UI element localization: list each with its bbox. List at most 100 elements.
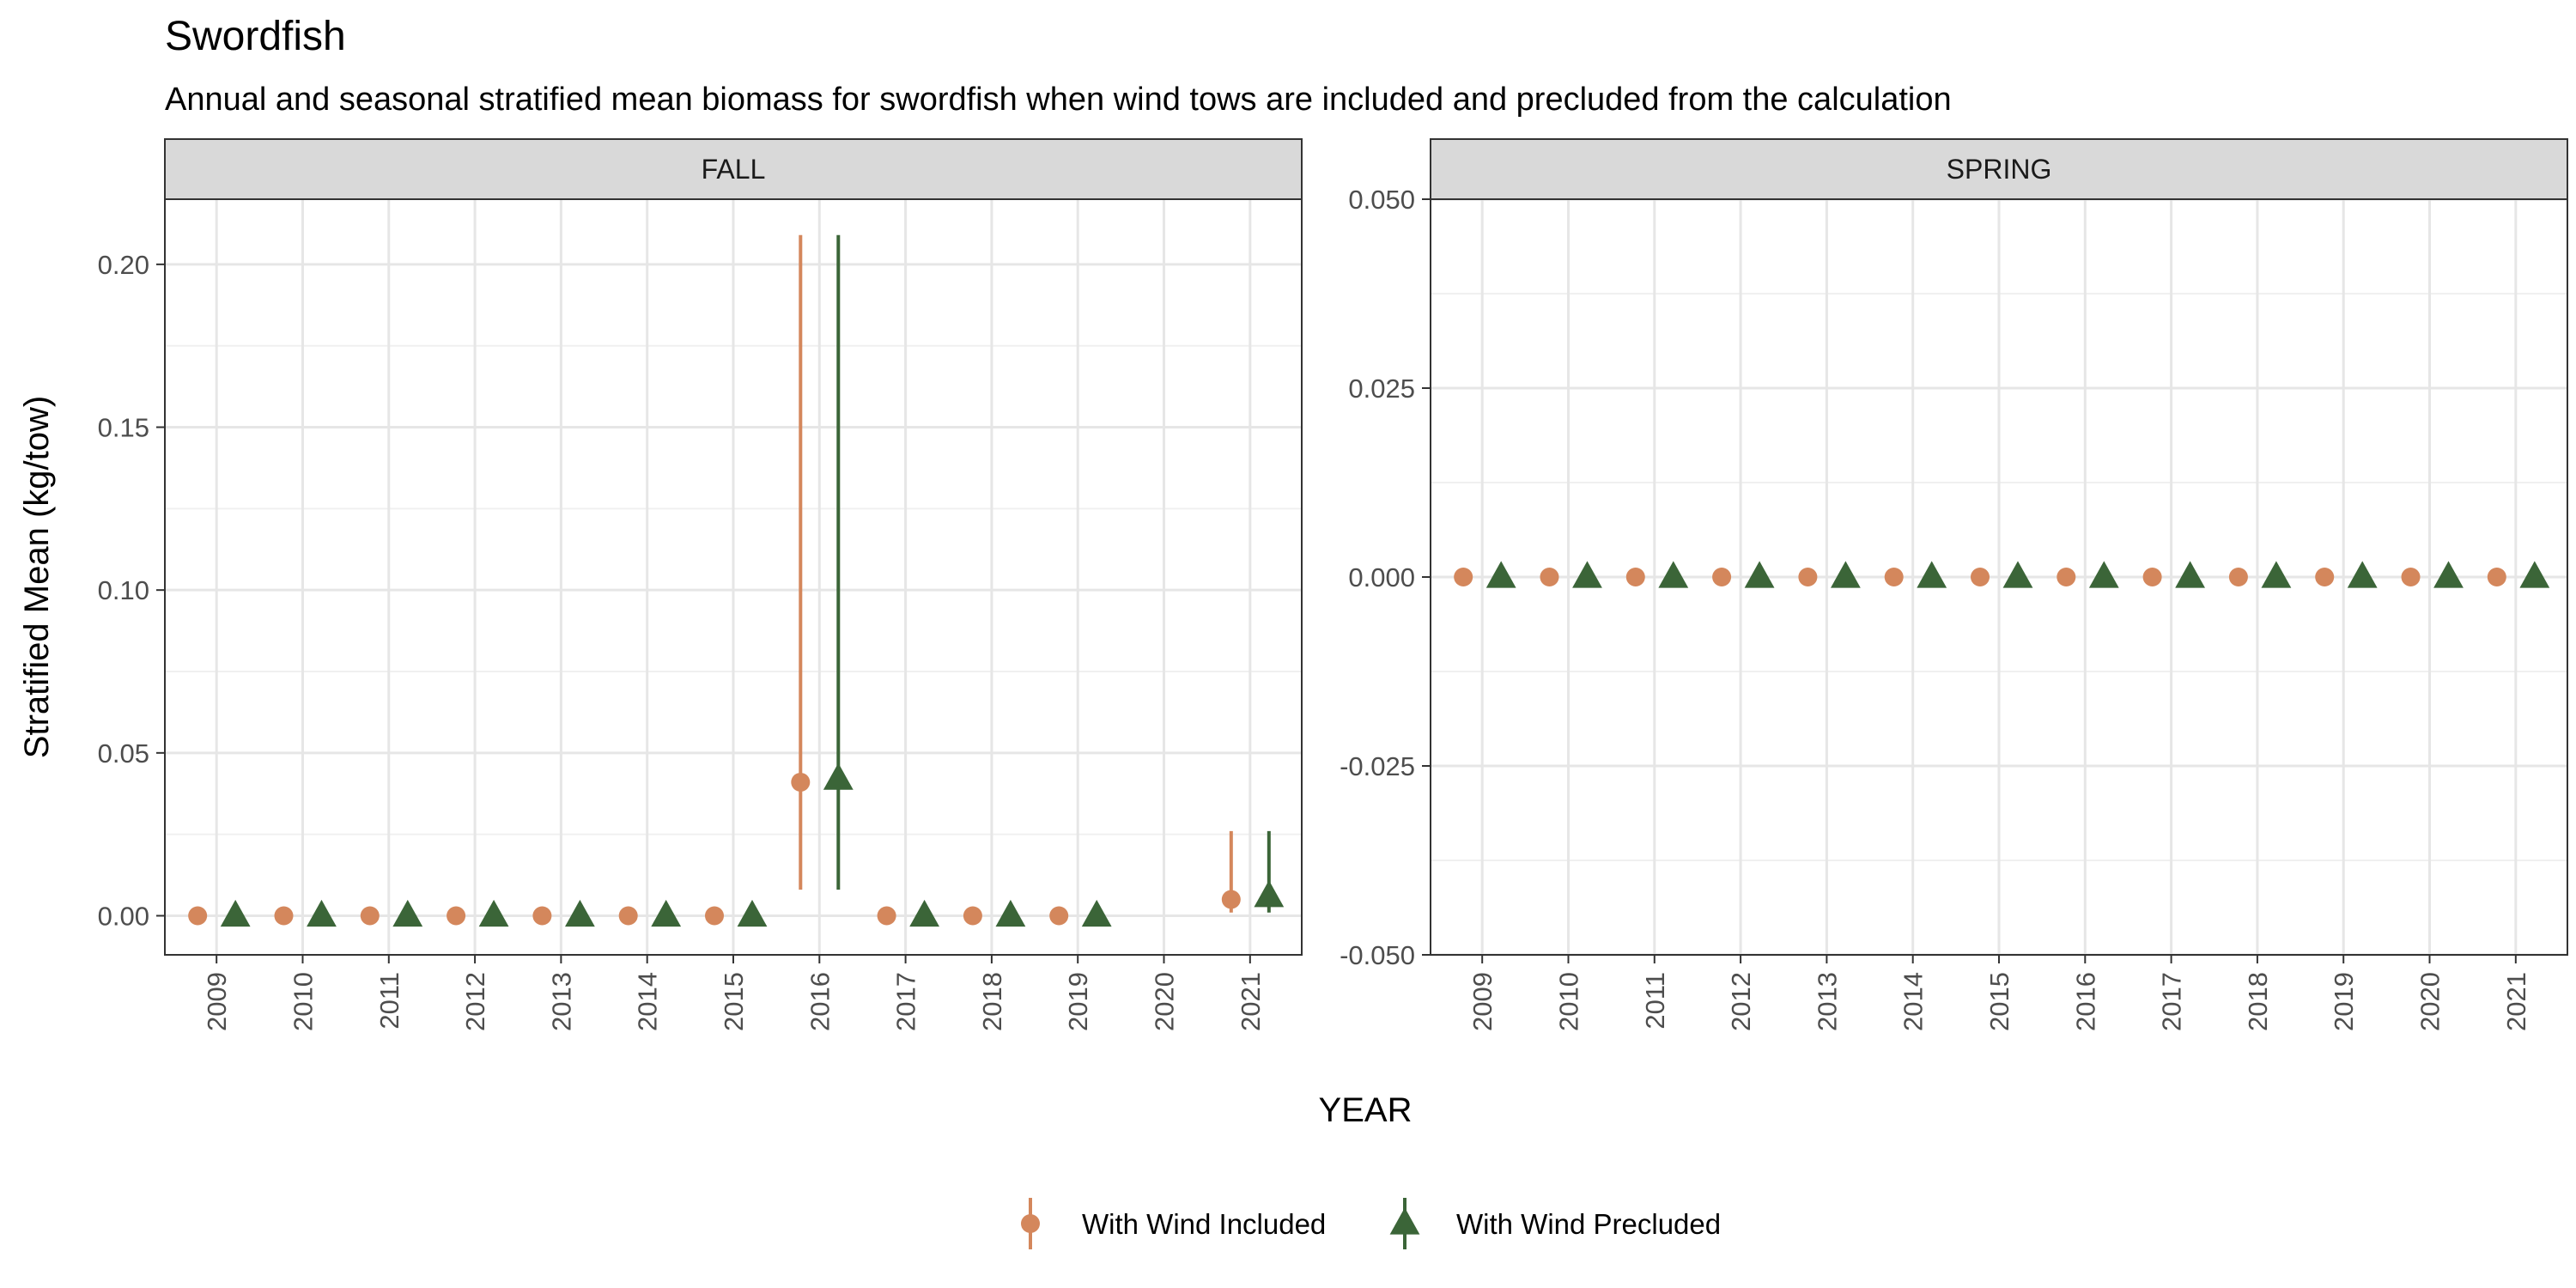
- data-point: [1081, 899, 1112, 927]
- data-point: [2142, 568, 2162, 586]
- x-tick-label: 2016: [2070, 972, 2100, 1031]
- y-tick-label: -0.050: [1340, 940, 1415, 970]
- data-point: [823, 762, 854, 790]
- data-point: [1485, 561, 1516, 588]
- data-point: [1830, 561, 1861, 588]
- data-point: [877, 906, 896, 926]
- x-tick-label: 2013: [1812, 972, 1842, 1031]
- series-with-wind-included: [1454, 568, 2506, 586]
- y-tick-label: -0.025: [1340, 751, 1415, 781]
- y-tick-label: 0.00: [98, 901, 149, 931]
- x-tick-label: 2011: [1640, 972, 1670, 1030]
- x-tick-label: 2011: [374, 972, 404, 1030]
- facet-panels: 0.00 0.05 0.10 0.15 0.20 2009 2010 2011 2012 2013…: [98, 138, 2568, 1031]
- legend-key-marker: [1021, 1214, 1040, 1233]
- facet-strip: [164, 138, 1303, 200]
- legend-item: With Wind Included: [1021, 1198, 1326, 1249]
- x-tick-label: 2012: [1726, 972, 1756, 1031]
- x-tick-label: 2009: [202, 972, 232, 1031]
- x-tick-label: 2019: [2329, 972, 2359, 1031]
- panel-fall: 0.00 0.05 0.10 0.15 0.20 2009 2010 2011 2012 2013…: [98, 138, 1303, 1031]
- x-tick-label: 2014: [633, 972, 663, 1031]
- data-point: [532, 906, 552, 926]
- data-point: [1744, 561, 1775, 588]
- legend-item: With Wind Precluded: [1389, 1198, 1721, 1249]
- data-point: [2347, 561, 2378, 588]
- x-tick-label: 2018: [977, 972, 1007, 1031]
- data-point: [2002, 561, 2033, 588]
- x-axis-label: YEAR: [1319, 1091, 1413, 1129]
- data-point: [447, 906, 466, 926]
- data-point: [963, 906, 982, 926]
- legend-label: With Wind Included: [1082, 1208, 1326, 1240]
- series-with-wind-included: [188, 234, 1241, 926]
- x-tick-label: 2012: [460, 972, 490, 1031]
- x-tick-label: 2015: [1984, 972, 2014, 1031]
- x-tick-label: 2009: [1467, 972, 1498, 1031]
- x-tick-label: 2013: [546, 972, 576, 1031]
- x-tick-label: 2016: [805, 972, 835, 1031]
- y-tick-label: 0.15: [98, 413, 149, 443]
- legend: With Wind Included With Wind Precluded: [1021, 1198, 1721, 1249]
- data-point: [307, 899, 337, 927]
- data-point: [478, 899, 509, 927]
- data-point: [651, 899, 682, 927]
- data-point: [274, 906, 294, 926]
- facet-strip-label: FALL: [702, 154, 766, 185]
- data-point: [1625, 568, 1645, 586]
- chart-subtitle: Annual and seasonal stratified mean biom…: [165, 82, 1952, 118]
- data-point: [564, 899, 595, 927]
- y-tick-label: 0.000: [1348, 562, 1415, 592]
- data-point: [2088, 561, 2119, 588]
- data-point: [2519, 561, 2550, 588]
- x-tick-label: 2019: [1063, 972, 1093, 1031]
- data-point: [909, 899, 940, 927]
- legend-key-marker: [1389, 1207, 1420, 1235]
- data-point: [791, 772, 811, 792]
- chart-title: Swordfish: [165, 14, 346, 59]
- data-point: [2175, 561, 2206, 588]
- y-axis-label: Stratified Mean (kg/tow): [18, 396, 56, 758]
- x-tick-label: 2017: [2157, 972, 2187, 1031]
- y-tick-label: 0.025: [1348, 374, 1415, 404]
- data-point: [1540, 568, 1559, 586]
- data-point: [618, 906, 638, 926]
- data-point: [1798, 568, 1818, 586]
- data-point: [220, 899, 251, 927]
- y-tick-label: 0.05: [98, 738, 149, 769]
- data-point: [1049, 906, 1069, 926]
- panel-spring: -0.050 -0.025 0.000 0.025 0.050 2009 2010 2011 2…: [1340, 138, 2568, 1031]
- x-tick-label: 2014: [1899, 972, 1929, 1031]
- y-tick-label: 0.050: [1348, 185, 1415, 215]
- data-point: [1917, 561, 1947, 588]
- y-tick-label: 0.10: [98, 575, 149, 605]
- data-point: [1572, 561, 1602, 588]
- data-point: [2057, 568, 2076, 586]
- data-point: [188, 906, 208, 926]
- data-point: [705, 906, 724, 926]
- facet-strip: [1430, 138, 2568, 200]
- data-point: [2401, 568, 2421, 586]
- x-tick-label: 2010: [288, 972, 318, 1031]
- data-point: [2261, 561, 2292, 588]
- x-tick-label: 2017: [891, 972, 921, 1031]
- x-tick-label: 2021: [2501, 972, 2531, 1031]
- data-point: [2228, 568, 2248, 586]
- data-point: [1971, 568, 1990, 586]
- data-point: [737, 899, 768, 927]
- data-point: [1658, 561, 1689, 588]
- data-point: [1712, 568, 1732, 586]
- x-tick-label: 2020: [1150, 972, 1180, 1031]
- data-point: [360, 906, 380, 926]
- x-tick-label: 2020: [2415, 972, 2445, 1031]
- data-point: [995, 899, 1026, 927]
- x-tick-label: 2015: [719, 972, 749, 1031]
- legend-label: With Wind Precluded: [1456, 1208, 1721, 1240]
- data-point: [1221, 890, 1241, 909]
- data-point: [1454, 568, 1473, 586]
- facet-strip-label: SPRING: [1947, 154, 2052, 185]
- y-tick-label: 0.20: [98, 250, 149, 280]
- series-with-wind-precluded: [1485, 561, 2550, 588]
- data-point: [1254, 880, 1285, 908]
- x-tick-label: 2018: [2243, 972, 2273, 1031]
